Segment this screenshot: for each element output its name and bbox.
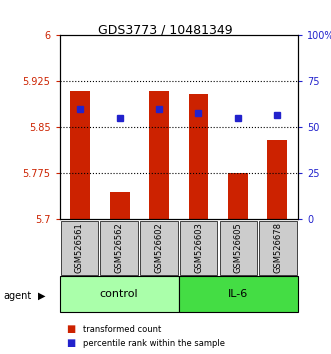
- Bar: [228, 173, 248, 219]
- Text: IL-6: IL-6: [228, 289, 249, 299]
- Text: GSM526602: GSM526602: [154, 222, 164, 273]
- FancyBboxPatch shape: [60, 276, 179, 312]
- Text: transformed count: transformed count: [83, 325, 161, 334]
- Bar: [189, 94, 208, 219]
- Text: GSM526562: GSM526562: [115, 222, 124, 273]
- FancyBboxPatch shape: [61, 221, 98, 275]
- Bar: [267, 140, 287, 219]
- FancyBboxPatch shape: [260, 221, 297, 275]
- Text: GSM526561: GSM526561: [75, 222, 84, 273]
- Text: percentile rank within the sample: percentile rank within the sample: [83, 339, 225, 348]
- Text: GSM526603: GSM526603: [194, 222, 203, 273]
- Bar: [71, 91, 90, 219]
- FancyBboxPatch shape: [180, 221, 217, 275]
- Text: GSM526605: GSM526605: [234, 222, 243, 273]
- Text: GDS3773 / 10481349: GDS3773 / 10481349: [98, 23, 233, 36]
- Text: ■: ■: [66, 338, 75, 348]
- FancyBboxPatch shape: [101, 221, 138, 275]
- Text: agent: agent: [3, 291, 31, 301]
- Text: control: control: [100, 289, 138, 299]
- Text: ■: ■: [66, 324, 75, 334]
- FancyBboxPatch shape: [179, 276, 298, 312]
- FancyBboxPatch shape: [220, 221, 257, 275]
- FancyBboxPatch shape: [140, 221, 177, 275]
- Bar: [149, 91, 169, 219]
- Bar: [110, 192, 129, 219]
- Text: GSM526678: GSM526678: [273, 222, 283, 273]
- Text: ▶: ▶: [38, 291, 46, 301]
